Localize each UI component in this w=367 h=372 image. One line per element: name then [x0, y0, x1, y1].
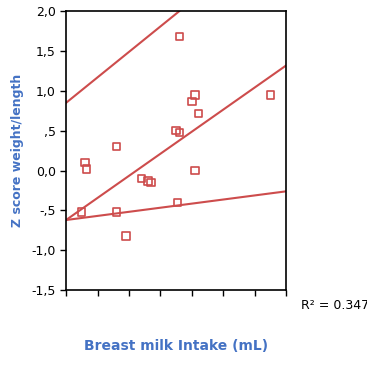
Point — [113, 209, 119, 215]
Point — [192, 92, 198, 98]
Point — [82, 160, 88, 166]
Point — [79, 209, 85, 215]
Point — [84, 166, 90, 172]
Point — [139, 176, 145, 182]
Point — [148, 180, 154, 186]
Point — [175, 199, 181, 205]
Point — [173, 128, 179, 134]
Text: R² = 0.3479: R² = 0.3479 — [301, 299, 367, 311]
Point — [145, 178, 151, 184]
Point — [113, 144, 119, 150]
Point — [123, 233, 129, 239]
Point — [189, 98, 195, 104]
Y-axis label: Z score weight/length: Z score weight/length — [11, 74, 24, 227]
Point — [177, 129, 182, 135]
Point — [177, 34, 182, 40]
Point — [268, 92, 273, 98]
Point — [195, 110, 201, 116]
Point — [192, 168, 198, 174]
X-axis label: Breast milk Intake (mL): Breast milk Intake (mL) — [84, 340, 268, 353]
